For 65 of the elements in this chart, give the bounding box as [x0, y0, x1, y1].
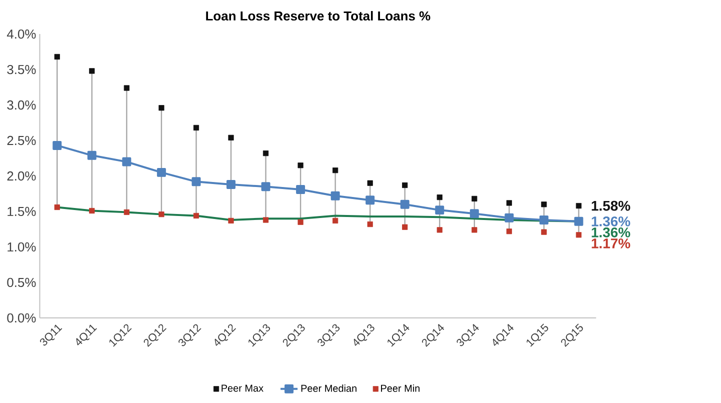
point — [576, 232, 582, 238]
legend-label: Peer Max — [222, 384, 264, 392]
legend-label: Peer Median — [301, 384, 356, 392]
point — [87, 150, 96, 160]
y-tick-label: 2.0% — [7, 171, 36, 181]
point — [262, 150, 269, 156]
point — [402, 224, 408, 230]
y-tick-label: 1.0% — [8, 242, 36, 252]
y-tick-label: 3.5% — [7, 64, 36, 74]
chart-title: Loan Loss Reserve to Total Loans % — [206, 10, 430, 21]
point — [504, 213, 514, 222]
point — [261, 182, 270, 192]
y-tick-label: 1.5% — [8, 206, 36, 216]
point — [506, 228, 512, 234]
point — [330, 191, 340, 200]
point — [472, 196, 478, 202]
point — [192, 177, 201, 186]
point — [228, 218, 234, 224]
point — [122, 157, 132, 166]
point — [400, 200, 410, 209]
data-label: 1.36% — [592, 227, 630, 238]
point — [367, 180, 373, 186]
point — [52, 140, 62, 150]
point — [332, 167, 338, 174]
point — [541, 229, 547, 235]
point — [296, 184, 306, 194]
point — [435, 206, 444, 215]
point — [262, 217, 269, 223]
point — [124, 209, 130, 215]
point — [158, 211, 164, 218]
y-tick-label: 4.0% — [6, 29, 36, 39]
point — [541, 202, 547, 208]
point — [436, 194, 442, 200]
point — [158, 105, 164, 111]
point — [298, 219, 304, 225]
point — [574, 216, 584, 226]
point — [228, 134, 234, 140]
point — [367, 221, 373, 228]
y-tick-label: 0.5% — [7, 278, 36, 287]
legend-label: Peer Min — [381, 384, 420, 392]
point — [470, 209, 479, 218]
point — [89, 68, 95, 74]
point — [402, 182, 408, 188]
y-tick-label: 3.0% — [7, 100, 36, 110]
point — [193, 212, 200, 218]
y-tick-label: 0.0% — [7, 313, 36, 322]
point — [539, 215, 548, 224]
point — [576, 202, 582, 209]
point — [156, 168, 166, 177]
point — [332, 218, 338, 224]
point — [124, 85, 130, 91]
point — [506, 200, 512, 206]
point — [54, 54, 60, 60]
point — [366, 196, 375, 205]
point — [89, 208, 95, 214]
data-label: 1.17% — [592, 238, 630, 248]
data-label: 1.58% — [592, 200, 630, 211]
point — [472, 227, 478, 233]
point — [54, 204, 60, 210]
y-tick-label: 2.5% — [7, 136, 36, 146]
point — [436, 227, 442, 233]
point — [193, 124, 200, 130]
data-label: 1.36% — [592, 216, 630, 226]
point — [298, 162, 304, 168]
point — [226, 180, 236, 189]
